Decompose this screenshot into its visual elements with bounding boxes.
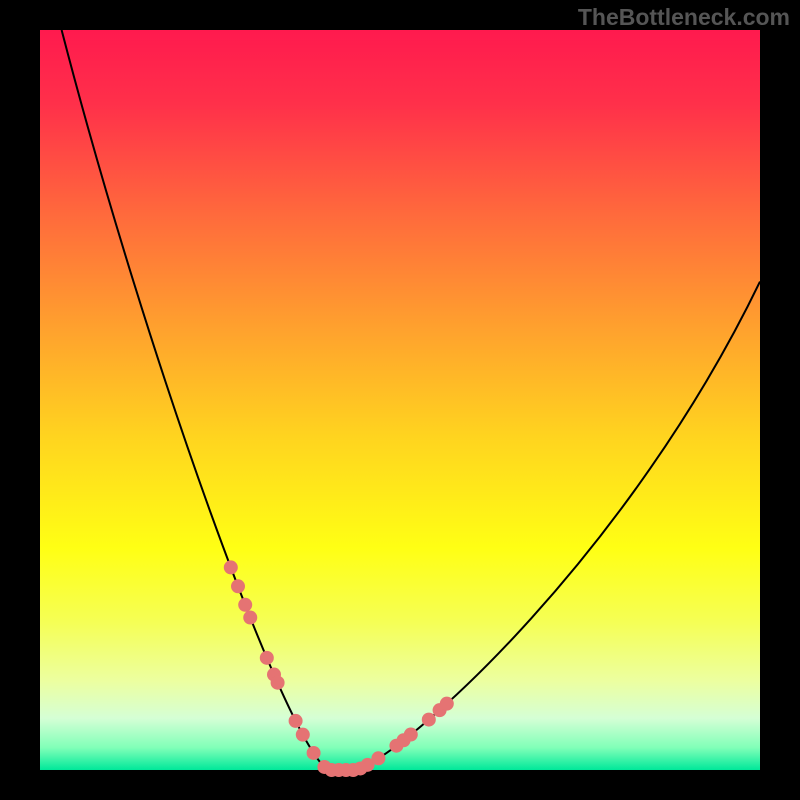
data-marker bbox=[371, 751, 385, 765]
data-marker bbox=[296, 728, 310, 742]
data-marker bbox=[307, 746, 321, 760]
watermark-text: TheBottleneck.com bbox=[578, 4, 790, 31]
data-marker bbox=[238, 598, 252, 612]
data-marker bbox=[231, 579, 245, 593]
data-marker bbox=[260, 651, 274, 665]
data-marker bbox=[289, 714, 303, 728]
data-marker bbox=[422, 713, 436, 727]
data-marker bbox=[243, 611, 257, 625]
data-marker bbox=[440, 697, 454, 711]
data-marker bbox=[404, 728, 418, 742]
chart-background bbox=[40, 30, 760, 770]
bottleneck-v-chart bbox=[0, 0, 800, 800]
data-marker bbox=[224, 560, 238, 574]
data-marker bbox=[271, 676, 285, 690]
